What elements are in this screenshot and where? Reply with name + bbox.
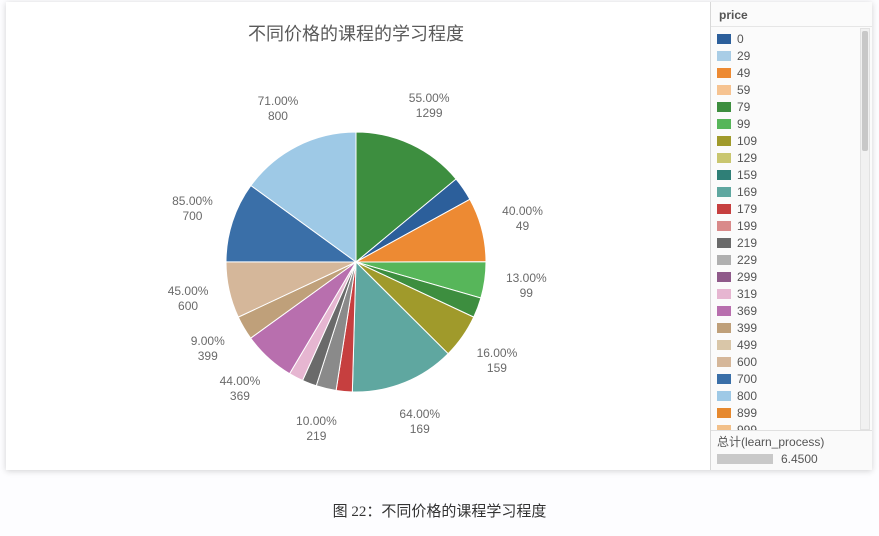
pie-chart: [6, 62, 706, 462]
legend-swatch: [717, 204, 731, 214]
legend-scrollbar[interactable]: [860, 28, 870, 430]
legend-swatch: [717, 170, 731, 180]
pie-area: 55.00%1299 40.00%49 13.00%99 16.00%159 64.00…: [6, 62, 706, 462]
legend-swatch: [717, 119, 731, 129]
slice-label: 9.00%399: [191, 334, 225, 364]
legend-footer-row: 6.4500: [717, 452, 866, 466]
legend-label: 109: [737, 134, 866, 148]
legend-swatch: [717, 272, 731, 282]
legend-label: 299: [737, 270, 866, 284]
legend-item[interactable]: 129: [717, 149, 866, 166]
legend-label: 399: [737, 321, 866, 335]
legend-label: 369: [737, 304, 866, 318]
legend-swatch: [717, 85, 731, 95]
legend-footer-bar: [717, 454, 773, 464]
slice-label: 55.00%1299: [409, 91, 450, 121]
legend-item[interactable]: 79: [717, 98, 866, 115]
legend-label: 59: [737, 83, 866, 97]
legend-list: 0 29 49 59 79 99 109 129 159 169 179 199 219 229 299 31…: [711, 28, 872, 432]
legend-item[interactable]: 399: [717, 319, 866, 336]
slice-label: 85.00%700: [172, 194, 213, 224]
legend-item[interactable]: 319: [717, 285, 866, 302]
legend-swatch: [717, 357, 731, 367]
legend-item[interactable]: 49: [717, 64, 866, 81]
legend-swatch: [717, 153, 731, 163]
slice-label: 10.00%219: [296, 414, 337, 444]
legend-swatch: [717, 68, 731, 78]
legend-label: 319: [737, 287, 866, 301]
legend-label: 499: [737, 338, 866, 352]
chart-card: 不同价格的课程的学习程度 55.00%1299 40.00%49 13.00%99 1…: [6, 2, 872, 470]
legend-label: 49: [737, 66, 866, 80]
legend-label: 800: [737, 389, 866, 403]
legend-swatch: [717, 221, 731, 231]
legend-swatch: [717, 374, 731, 384]
chart-title: 不同价格的课程的学习程度: [6, 20, 706, 46]
legend-label: 600: [737, 355, 866, 369]
legend-label: 899: [737, 406, 866, 420]
legend-swatch: [717, 255, 731, 265]
slice-label: 40.00%49: [502, 204, 543, 234]
legend-label: 129: [737, 151, 866, 165]
legend-label: 199: [737, 219, 866, 233]
slice-label: 64.00%169: [399, 407, 440, 437]
legend-item[interactable]: 229: [717, 251, 866, 268]
chart-main: 不同价格的课程的学习程度 55.00%1299 40.00%49 13.00%99 1…: [6, 2, 706, 470]
legend-item[interactable]: 800: [717, 387, 866, 404]
caption-prefix: 图 22：: [333, 504, 382, 520]
legend-label: 229: [737, 253, 866, 267]
legend-swatch: [717, 187, 731, 197]
legend-swatch: [717, 408, 731, 418]
legend-item[interactable]: 299: [717, 268, 866, 285]
legend-label: 159: [737, 168, 866, 182]
legend-item[interactable]: 219: [717, 234, 866, 251]
caption-text: 不同价格的课程学习程度: [381, 504, 546, 520]
legend-item[interactable]: 169: [717, 183, 866, 200]
slice-label: 44.00%369: [220, 374, 261, 404]
legend-item[interactable]: 199: [717, 217, 866, 234]
legend-title: price: [711, 2, 872, 27]
legend-item[interactable]: 899: [717, 404, 866, 421]
legend-panel: price 0 29 49 59 79 99 109 129 159 169 179 199 219 22…: [710, 2, 872, 470]
legend-label: 0: [737, 32, 866, 46]
legend-swatch: [717, 238, 731, 248]
legend-swatch: [717, 102, 731, 112]
legend-swatch: [717, 323, 731, 333]
legend-label: 169: [737, 185, 866, 199]
legend-label: 179: [737, 202, 866, 216]
legend-label: 219: [737, 236, 866, 250]
figure-caption: 图 22：不同价格的课程学习程度: [0, 500, 879, 521]
legend-item[interactable]: 159: [717, 166, 866, 183]
legend-swatch: [717, 306, 731, 316]
slice-label: 16.00%159: [477, 346, 518, 376]
legend-swatch: [717, 340, 731, 350]
legend-swatch: [717, 289, 731, 299]
legend-label: 29: [737, 49, 866, 63]
slice-label: 71.00%800: [258, 94, 299, 124]
legend-swatch: [717, 136, 731, 146]
legend-item[interactable]: 700: [717, 370, 866, 387]
legend-item[interactable]: 369: [717, 302, 866, 319]
legend-footer-title: 总计(learn_process): [717, 433, 866, 450]
legend-scroll-thumb[interactable]: [862, 31, 868, 151]
legend-item[interactable]: 0: [717, 30, 866, 47]
legend-label: 700: [737, 372, 866, 386]
legend-label: 79: [737, 100, 866, 114]
legend-item[interactable]: 600: [717, 353, 866, 370]
legend-item[interactable]: 29: [717, 47, 866, 64]
legend-footer-value: 6.4500: [781, 452, 818, 466]
legend-swatch: [717, 391, 731, 401]
legend-label: 99: [737, 117, 866, 131]
slice-label: 45.00%600: [168, 284, 209, 314]
legend-swatch: [717, 34, 731, 44]
slice-label: 13.00%99: [506, 271, 547, 301]
legend-footer: 总计(learn_process) 6.4500: [711, 430, 872, 470]
legend-item[interactable]: 99: [717, 115, 866, 132]
legend-item[interactable]: 109: [717, 132, 866, 149]
legend-item[interactable]: 179: [717, 200, 866, 217]
legend-item[interactable]: 499: [717, 336, 866, 353]
legend-item[interactable]: 59: [717, 81, 866, 98]
legend-swatch: [717, 51, 731, 61]
